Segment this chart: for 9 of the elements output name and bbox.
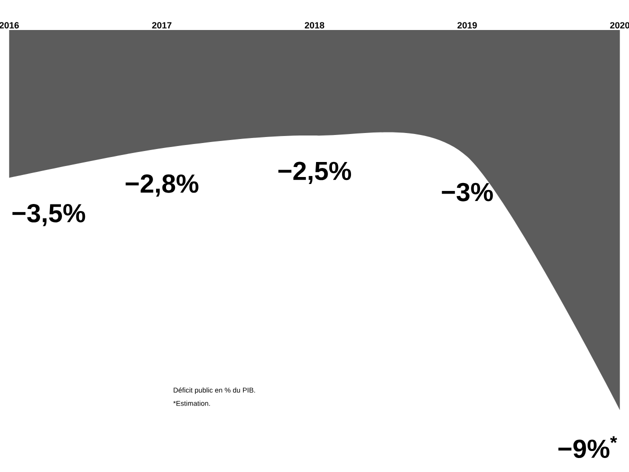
x-tick-label: 2017 (152, 22, 172, 28)
data-label: −2,8% (126, 174, 198, 197)
x-tick-label: 2018 (304, 22, 324, 28)
data-label: −9%$^{*}$ (558, 436, 618, 458)
x-tick-label: 2020 (610, 22, 629, 28)
data-label: −2,5% (278, 162, 352, 184)
x-tick-label: 2019 (457, 22, 477, 28)
data-label: −3,5% (12, 204, 86, 226)
data-label: −3% (442, 182, 493, 202)
